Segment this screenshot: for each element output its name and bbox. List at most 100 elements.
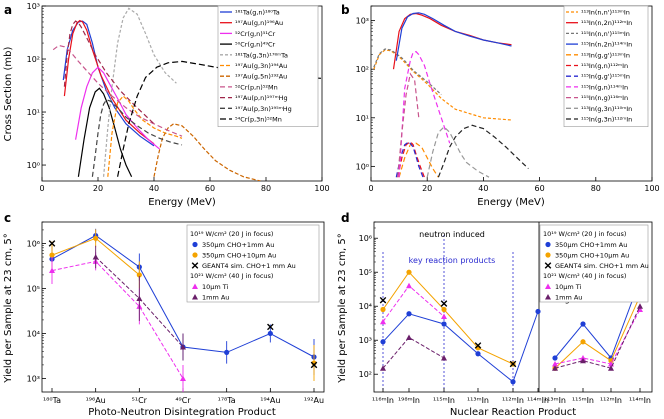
panel-a-xtick-label: 20 <box>93 184 103 193</box>
series-line <box>554 295 641 369</box>
panel-b-series-line <box>397 141 425 178</box>
data-point <box>192 283 198 289</box>
panel-c-series <box>92 245 186 361</box>
legend-label: ¹¹⁵In(g,3n)¹¹²ᵐIn <box>581 116 632 124</box>
panel-d-category-label: ¹¹⁵ᵐIn <box>572 396 594 405</box>
panel-d-legend: 10¹⁹ W/cm² (20 J in focus) 350μm CHO+1mm … <box>539 224 649 303</box>
legend-label: ⁵²Cr(p,n)⁵²Mn <box>235 83 278 91</box>
panel-d-category-label: ¹⁹⁸ᵐIn <box>398 396 420 405</box>
panel-a-series-line <box>91 99 183 177</box>
panel-a-xlabel: Energy (MeV) <box>148 197 216 208</box>
panel-a-series-line <box>52 44 183 137</box>
panel-d-series <box>380 282 643 367</box>
legend-label: ¹¹⁵In(g,g')¹¹⁵ᵐIn <box>581 73 630 81</box>
data-point <box>136 272 142 278</box>
series-line <box>382 285 445 322</box>
panel-a-ytick-label: 10¹ <box>27 108 40 117</box>
data-point <box>545 294 551 300</box>
panel-c-xlabel: Photo-Neutron Disintegration Product <box>88 407 276 418</box>
legend-label: ⁵²Cr(g,n)⁵¹Cr <box>235 30 276 38</box>
panel-b-xtick-label: 0 <box>368 184 373 193</box>
panel-c-legend: 10¹⁹ W/cm² (20 J in focus) 350μm CHO+1mm … <box>186 224 320 303</box>
legend-group-header: 10²¹ W/cm² (40 J in focus) <box>543 272 626 280</box>
legend-label: ¹¹³In(g,n)¹¹²ᵐIn <box>581 62 628 70</box>
legend-label: ¹⁸¹Ta(g,n)¹⁸⁰Ta <box>235 9 280 17</box>
data-point-cross <box>379 296 387 304</box>
panel-a-plot: 0 20 40 60 80 10010⁰10¹10²10³¹⁸¹Ta(g,n)¹⁸⁰Ta¹… <box>27 2 330 193</box>
data-point <box>380 318 386 325</box>
legend-label: 350μm CHO+10μm Au <box>202 252 276 260</box>
panel-b-series-line <box>373 48 442 96</box>
series-line <box>554 309 641 365</box>
legend-label: ¹¹⁵In(g,n)¹¹⁴ᵐIn <box>581 83 628 91</box>
panel-b-series-line <box>397 72 420 178</box>
data-point <box>552 365 558 371</box>
panel-a-ytick-label: 10² <box>27 55 40 64</box>
legend-label: ¹¹⁵In(n,2n)¹¹⁴ᵐIn <box>581 41 632 49</box>
series-line <box>382 271 514 365</box>
data-point <box>441 313 447 319</box>
panel-a-series-line <box>107 95 183 177</box>
panel-a-frame <box>41 5 323 182</box>
panel-d-ytick-label: 10² <box>359 370 372 379</box>
data-point <box>192 252 198 258</box>
data-point <box>406 311 412 317</box>
data-point <box>406 269 412 275</box>
data-point <box>580 357 586 364</box>
legend-label: ⁵⁴Cr(p,3n)⁵²Mn <box>235 116 282 124</box>
legend-label: GEANT4 sim. CHO+1 mm Au <box>202 262 296 270</box>
panel-d-category-label: ¹¹³ᵐIn <box>467 396 489 405</box>
data-point <box>192 241 198 248</box>
panel-c-category-label: ¹⁸⁰Ta <box>43 396 61 405</box>
legend-label: ¹¹⁵In(n,n')¹¹⁵ᵐIn <box>581 30 630 38</box>
data-point <box>545 283 551 289</box>
legend-label: ¹⁹⁷Au(g,3n)¹⁹⁴Au <box>235 62 287 70</box>
data-point <box>580 339 586 345</box>
data-point <box>441 306 447 313</box>
panel-b-series-line <box>426 126 490 178</box>
panel-a-xtick-label: 60 <box>205 184 215 193</box>
data-point <box>441 321 447 327</box>
panel-c-plot: 10³ 10⁴ 10⁵ 10⁶ ¹⁸⁰Ta ¹⁹⁶Au ⁵¹Cr ⁴⁹Cr ¹⁷⁸Ta ¹⁹⁴Au… <box>27 221 324 405</box>
panel-c-ytick-label: 10⁵ <box>27 284 40 293</box>
panel-d-category-label: ¹¹²ᵐIn <box>600 396 622 405</box>
plot-layer: 0 20 40 60 80 10010⁰10¹10²10³¹⁸¹Ta(g,n)¹⁸⁰Ta¹… <box>27 2 660 405</box>
panel-b-ytick-label: 10² <box>356 65 369 74</box>
panel-b-series-line <box>398 50 451 178</box>
data-point-cross <box>440 300 448 307</box>
panel-c-category-label: ¹⁹⁶Au <box>86 396 106 405</box>
panel-c-category-label: ⁴⁹Cr <box>175 396 191 405</box>
data-point <box>608 365 614 371</box>
panel-c-series <box>49 252 186 392</box>
panel-d-category-label: ¹¹⁴ᵐIn <box>629 396 651 405</box>
data-point-cross <box>191 262 199 269</box>
legend-label: ¹¹³In(g,3n)¹¹⁰ᵐIn <box>581 105 632 113</box>
data-point <box>92 254 99 260</box>
data-point <box>552 355 558 361</box>
panel-d-category-label: ¹¹³ᵐIn <box>544 396 566 405</box>
panel-b-plot: 0 20 40 60 80 100 10⁰ 10¹ 10² 10³ ¹¹³In(n,n')¹¹³ᵐI… <box>356 5 660 193</box>
data-point <box>49 267 55 274</box>
data-point <box>49 252 55 258</box>
series-line <box>51 260 184 379</box>
legend-label: GEANT4 sim. CHO+1 mm Au <box>555 262 649 270</box>
panel-b-series-line <box>392 12 512 70</box>
panel-d-xlabel: Nuclear Reaction Product <box>450 407 576 418</box>
data-point <box>545 241 551 248</box>
panel-d-ytick-label: 10⁶ <box>359 234 372 243</box>
panel-d-series <box>379 296 517 368</box>
series-line <box>382 311 539 383</box>
data-point <box>380 306 386 313</box>
data-point <box>224 349 230 355</box>
panel-b-xtick-label: 60 <box>535 184 545 193</box>
data-point <box>637 303 643 309</box>
panel-b-letter: b <box>341 3 350 17</box>
legend-label: ¹⁹⁷Au(p,3n)¹⁹⁵ᵐHg <box>235 105 292 113</box>
legend-label: 1mm Au <box>555 294 582 302</box>
panel-a-series-line <box>103 7 177 177</box>
legend-label: ¹¹³In(g,g')¹¹³ᵐIn <box>581 51 630 59</box>
panel-c-category-label: ⁵¹Cr <box>132 396 148 405</box>
data-point-cross <box>509 360 517 368</box>
panel-b-ytick-label: 10⁰ <box>356 162 369 171</box>
